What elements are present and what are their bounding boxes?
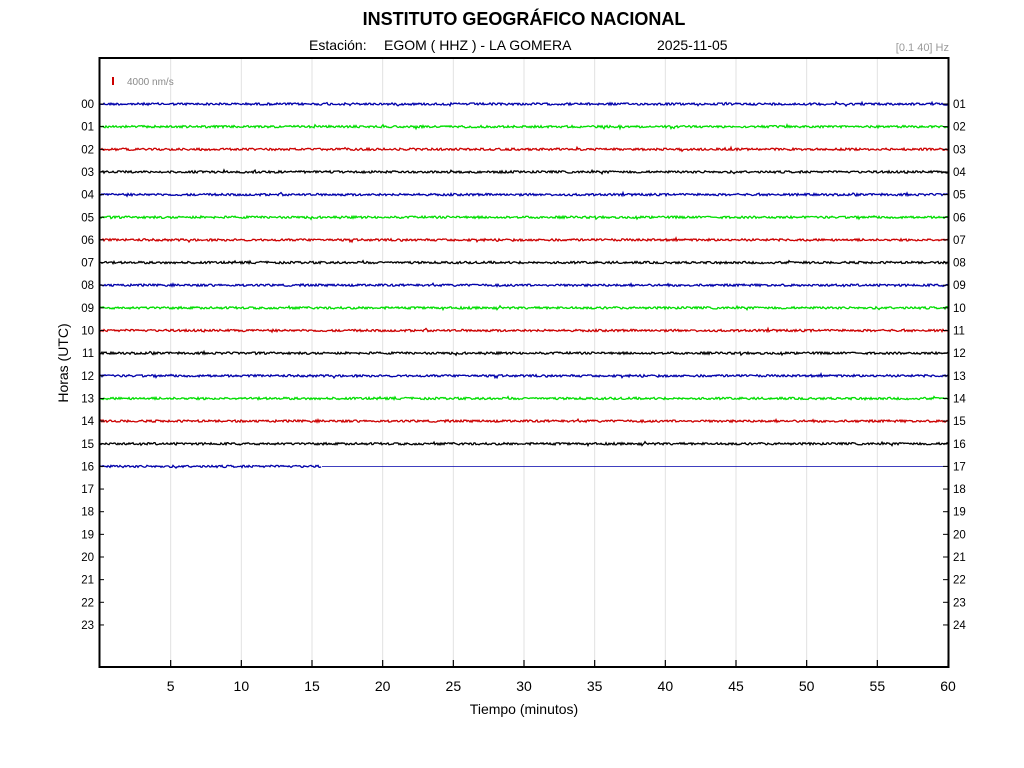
hour-label-right-15: 15 — [953, 416, 966, 428]
hour-label-left-12: 12 — [81, 371, 94, 383]
hour-label-left-16: 16 — [81, 461, 94, 473]
scale-bar-label: 4000 nm/s — [127, 77, 174, 88]
trace-hour-13 — [99, 395, 949, 402]
x-tick-label-40: 40 — [658, 678, 674, 694]
x-tick-label-25: 25 — [446, 678, 462, 694]
seismic-traces — [99, 100, 949, 470]
hour-label-left-06: 06 — [81, 235, 94, 247]
hour-label-left-08: 08 — [81, 280, 94, 292]
scale-bar-mark — [112, 77, 114, 85]
hour-label-right-20: 20 — [953, 529, 966, 541]
hour-label-left-01: 01 — [81, 122, 94, 134]
trace-hour-02 — [99, 145, 949, 153]
x-axis-ticks: 5 10 15 20 25 30 35 40 45 50 55 60 — [167, 660, 956, 694]
hour-label-right-05: 05 — [953, 190, 966, 202]
hour-label-right-12: 12 — [953, 348, 966, 360]
trace-hour-15 — [99, 440, 949, 448]
hour-label-right-22: 22 — [953, 575, 966, 587]
trace-hour-00 — [99, 100, 949, 108]
hour-label-right-18: 18 — [953, 484, 966, 496]
hour-label-left-17: 17 — [81, 484, 94, 496]
trace-hour-16 — [99, 464, 322, 470]
trace-hour-09 — [99, 304, 949, 312]
x-tick-label-30: 30 — [516, 678, 532, 694]
trace-hour-01 — [99, 123, 949, 131]
hour-label-left-21: 21 — [81, 575, 94, 587]
x-tick-label-45: 45 — [728, 678, 744, 694]
hour-label-left-07: 07 — [81, 258, 94, 270]
hour-labels-right: 01 02 03 04 05 06 07 08 09 10 11 12 13 14 15 16 17 18 19 20… — [943, 99, 966, 632]
trace-hour-12 — [99, 372, 949, 380]
hour-label-right-19: 19 — [953, 507, 966, 519]
hour-label-left-05: 05 — [81, 212, 94, 224]
hour-label-left-22: 22 — [81, 597, 94, 609]
hour-label-right-08: 08 — [953, 258, 966, 270]
hour-label-right-11: 11 — [953, 326, 965, 338]
hour-label-right-01: 01 — [953, 99, 966, 111]
trace-hour-05 — [99, 214, 949, 221]
chart-title: INSTITUTO GEOGRÁFICO NACIONAL — [362, 9, 686, 29]
x-tick-label-15: 15 — [304, 678, 320, 694]
hour-label-left-03: 03 — [81, 167, 94, 179]
x-tick-label-55: 55 — [870, 678, 886, 694]
hour-label-left-10: 10 — [81, 326, 94, 338]
x-tick-label-35: 35 — [587, 678, 603, 694]
station-name: EGOM ( HHZ ) - LA GOMERA — [384, 37, 572, 53]
hour-label-left-20: 20 — [81, 552, 94, 564]
date-label: 2025-11-05 — [657, 37, 728, 53]
hour-label-right-02: 02 — [953, 122, 966, 134]
hour-label-right-17: 17 — [953, 461, 966, 473]
hour-labels-left: 00 01 02 03 04 05 06 07 08 09 10 11 12 13 14 15 16 17 18 19… — [81, 99, 104, 632]
hour-label-right-13: 13 — [953, 371, 966, 383]
trace-hour-08 — [99, 282, 949, 288]
hour-label-left-15: 15 — [81, 439, 94, 451]
x-tick-label-50: 50 — [799, 678, 815, 694]
hour-label-right-07: 07 — [953, 235, 966, 247]
hour-label-left-14: 14 — [81, 416, 94, 428]
hour-label-right-03: 03 — [953, 144, 966, 156]
hour-label-left-23: 23 — [81, 620, 94, 632]
hour-label-left-00: 00 — [81, 99, 94, 111]
hour-label-left-02: 02 — [81, 144, 94, 156]
x-tick-label-10: 10 — [234, 678, 250, 694]
x-tick-label-20: 20 — [375, 678, 391, 694]
x-tick-label-5: 5 — [167, 678, 175, 694]
hour-label-right-16: 16 — [953, 439, 966, 451]
hour-label-left-11: 11 — [82, 348, 94, 360]
trace-hour-04 — [99, 190, 949, 198]
trace-hour-07 — [99, 259, 949, 266]
hour-label-right-24: 24 — [953, 620, 966, 632]
hour-label-right-10: 10 — [953, 303, 966, 315]
trace-hour-06 — [99, 236, 949, 244]
hour-label-right-14: 14 — [953, 393, 966, 405]
y-axis-title: Horas (UTC) — [55, 323, 71, 402]
hour-label-right-06: 06 — [953, 212, 966, 224]
x-axis-title: Tiempo (minutos) — [470, 701, 578, 717]
trace-hour-14 — [99, 417, 949, 424]
x-tick-label-60: 60 — [940, 678, 956, 694]
trace-hour-11 — [99, 349, 949, 357]
hour-label-left-13: 13 — [81, 393, 94, 405]
hour-label-right-23: 23 — [953, 597, 966, 609]
station-prefix: Estación: — [309, 37, 367, 53]
hour-label-left-19: 19 — [81, 529, 94, 541]
hour-label-right-21: 21 — [953, 552, 966, 564]
hour-label-right-09: 09 — [953, 280, 966, 292]
trace-hour-03 — [99, 168, 949, 176]
grid-lines — [170, 59, 878, 666]
hour-label-left-04: 04 — [81, 190, 94, 202]
filter-band: [0.1 40] Hz — [895, 42, 949, 54]
hour-label-left-18: 18 — [81, 507, 94, 519]
hour-label-left-09: 09 — [81, 303, 94, 315]
scale-bar: 4000 nm/s — [112, 77, 174, 88]
trace-hour-10 — [99, 326, 949, 334]
hour-label-right-04: 04 — [953, 167, 966, 179]
